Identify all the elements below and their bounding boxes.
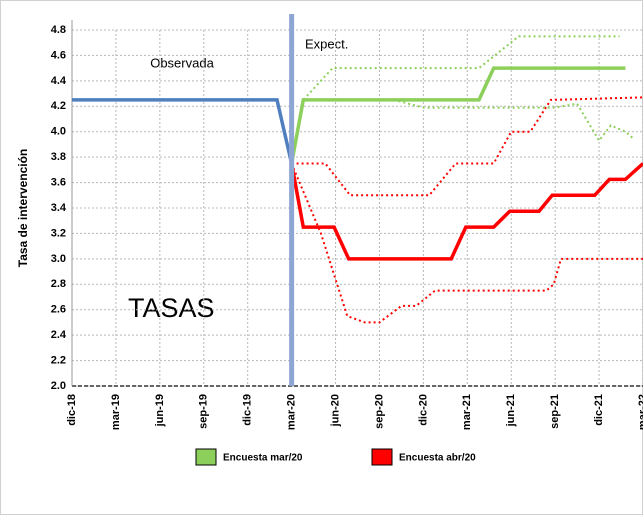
- y-tick-label: 3.2: [51, 227, 66, 239]
- y-tick-label: 4.2: [51, 100, 66, 112]
- x-tick-label: mar-20: [286, 394, 298, 430]
- x-tick-label: dic-19: [242, 394, 254, 426]
- y-tick-label: 4.0: [51, 126, 66, 138]
- band-line: [290, 35, 620, 164]
- x-tick-label: mar-21: [461, 394, 473, 430]
- y-tick-label: 3.6: [51, 176, 66, 188]
- x-tick-label: mar-22: [637, 394, 643, 430]
- legend-swatch: [371, 448, 393, 466]
- x-tick-label: mar-19: [110, 394, 122, 430]
- y-axis-title: Tasa de intervención: [16, 149, 30, 267]
- line: [289, 162, 643, 261]
- y-tick-label: 4.4: [51, 75, 67, 87]
- band-line: [290, 163, 643, 324]
- x-tick-label: sep-20: [373, 394, 385, 429]
- line: [72, 98, 294, 164]
- legend-swatch: [195, 448, 217, 466]
- y-tick-label: 2.0: [51, 380, 66, 392]
- annotation: Observada: [150, 55, 214, 70]
- y-tick-label: 3.0: [51, 253, 66, 265]
- x-tick-label: dic-20: [417, 394, 429, 426]
- x-tick-label: sep-19: [198, 394, 210, 429]
- y-tick-label: 2.8: [51, 278, 66, 290]
- x-tick-label: jun-21: [505, 394, 517, 427]
- band-line: [291, 96, 643, 197]
- y-tick-label: 2.4: [51, 329, 67, 341]
- x-tick-label: dic-21: [593, 394, 605, 426]
- legend-label: Encuesta abr/20: [399, 453, 476, 464]
- x-tick-label: sep-21: [549, 394, 561, 429]
- line: [289, 66, 626, 164]
- y-tick-label: 4.8: [51, 24, 66, 36]
- y-tick-label: 2.6: [51, 304, 66, 316]
- y-tick-label: 3.8: [51, 151, 66, 163]
- annotation: TASAS: [128, 293, 215, 323]
- annotation: Expect.: [305, 36, 348, 51]
- y-tick-label: 3.4: [51, 202, 67, 214]
- x-tick-label: jun-19: [154, 394, 166, 427]
- y-tick-label: 2.2: [51, 354, 66, 366]
- legend-label: Encuesta mar/20: [223, 453, 303, 464]
- x-tick-label: dic-18: [66, 394, 78, 426]
- x-tick-label: jun-20: [329, 394, 341, 427]
- y-tick-label: 4.6: [51, 49, 66, 61]
